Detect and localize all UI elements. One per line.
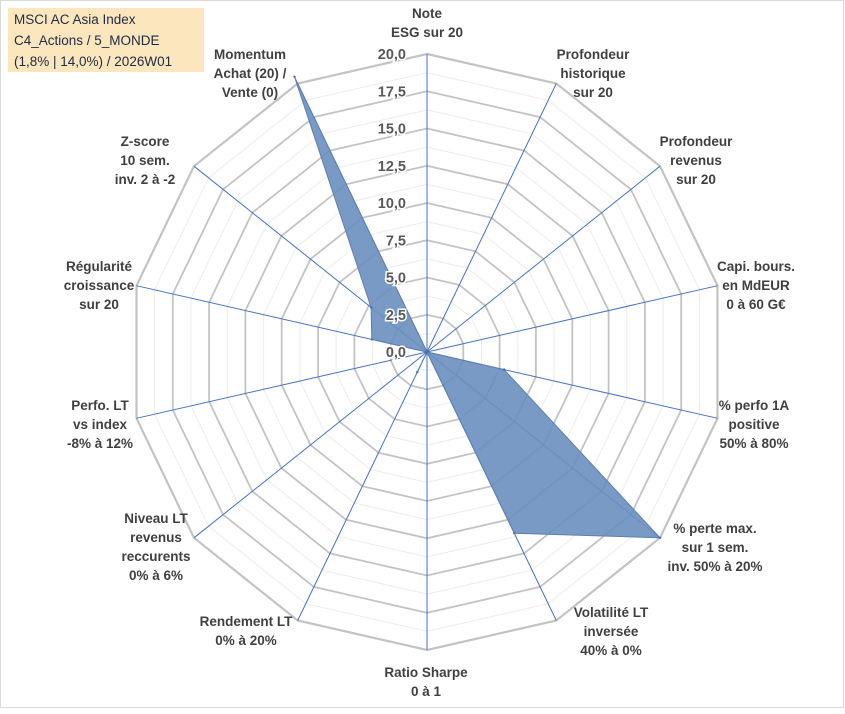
axis-spoke xyxy=(426,165,661,353)
category-label-line: -8% à 12% xyxy=(67,436,133,451)
category-label-line: Perfo. LT xyxy=(71,398,129,413)
category-label-line: 50% à 80% xyxy=(719,436,788,451)
ring-label: 17,5 xyxy=(378,84,406,100)
category-label-line: positive xyxy=(728,417,780,432)
category-label-line: vs index xyxy=(73,417,128,432)
category-label-line: 0 à 1 xyxy=(411,684,442,699)
category-label-line: 0% à 6% xyxy=(129,568,183,583)
category-label-line: % perfo 1A xyxy=(719,398,790,413)
ring-label: 7,5 xyxy=(386,233,406,249)
ring-label: 0,0 xyxy=(386,345,406,361)
ring-label: 2,5 xyxy=(386,308,406,324)
category-label: Z-score 10 sem. inv. 2 à -2 xyxy=(115,134,176,187)
category-label-line: sur 20 xyxy=(573,85,613,100)
category-label: Volatilité LT inversée 40% à 0% xyxy=(574,605,649,658)
ring-label: 10,0 xyxy=(378,196,406,212)
data-point xyxy=(293,75,296,79)
category-label-line: Capi. bours. xyxy=(717,259,795,274)
category-labels: Note ESG sur 20 Profondeur historique sur 20… xyxy=(64,6,795,699)
category-label-line: 0% à 20% xyxy=(215,633,277,648)
category-label: Profondeur historique sur 20 xyxy=(557,47,630,100)
category-label-line: en MdEUR xyxy=(722,278,790,293)
axis-spoke xyxy=(193,351,428,539)
category-label-line: Note xyxy=(412,6,442,21)
category-label-line: sur 20 xyxy=(676,172,716,187)
data-point xyxy=(502,368,506,371)
category-label-line: Z-score xyxy=(121,134,170,149)
category-label-line: revenus xyxy=(670,153,722,168)
category-label-line: sur 20 xyxy=(79,297,119,312)
axis-spoke xyxy=(426,83,557,353)
ring-label: 15,0 xyxy=(378,122,406,138)
category-label: Capi. bours. en MdEUR 0 à 60 G€ xyxy=(717,259,795,312)
category-label: Rendement LT 0% à 20% xyxy=(200,614,294,648)
info-line-title: MSCI AC Asia Index xyxy=(14,12,136,27)
category-label: % perfo 1A positive 50% à 80% xyxy=(719,398,790,451)
data-point xyxy=(370,338,373,341)
category-label-line: reccurents xyxy=(121,549,190,564)
ring-labels: 0,0 2,5 5,0 7,5 10,0 12,5 15,0 17,5 20,0 xyxy=(376,46,407,363)
category-label-line: Profondeur xyxy=(557,47,630,62)
data-point xyxy=(369,306,373,309)
category-label: % perte max. sur 1 sem. inv. 50% à 20% xyxy=(667,521,762,574)
data-point xyxy=(416,370,419,374)
category-label-line: inv. 2 à -2 xyxy=(115,172,176,187)
category-label-line: Rendement LT xyxy=(200,614,294,629)
category-label-line: % perte max. xyxy=(673,521,756,536)
category-label-line: Vente (0) xyxy=(222,85,278,100)
category-label-line: Achat (20) / xyxy=(214,66,287,81)
data-point xyxy=(513,532,516,535)
axis-spoke xyxy=(297,351,428,621)
category-label: Note ESG sur 20 xyxy=(391,6,463,40)
category-label: Perfo. LT vs index -8% à 12% xyxy=(67,398,133,451)
category-label: Niveau LT revenus reccurents 0% à 6% xyxy=(121,511,190,583)
category-label: Ratio Sharpe 0 à 1 xyxy=(384,665,468,699)
category-label-line: Régularité xyxy=(66,259,133,274)
category-label-line: Volatilité LT xyxy=(574,605,649,620)
category-label-line: ESG sur 20 xyxy=(391,25,463,40)
category-label-line: inv. 50% à 20% xyxy=(667,559,762,574)
category-label-line: historique xyxy=(560,66,626,81)
ring-label: 12,5 xyxy=(378,159,406,175)
axis-spoke xyxy=(136,351,428,419)
category-label-line: Momentum xyxy=(214,47,286,62)
category-label-line: 40% à 0% xyxy=(580,643,642,658)
data-point xyxy=(658,536,662,539)
category-label-line: revenus xyxy=(130,530,182,545)
category-label-line: Ratio Sharpe xyxy=(384,665,468,680)
category-label-line: 0 à 60 G€ xyxy=(726,297,786,312)
category-label-line: inversée xyxy=(584,624,639,639)
category-label-line: croissance xyxy=(64,278,135,293)
data-point xyxy=(425,350,429,354)
category-label: Profondeur revenus sur 20 xyxy=(660,134,733,187)
ring-label: 5,0 xyxy=(386,271,406,287)
axis-spoke xyxy=(426,285,718,353)
category-label-line: Niveau LT xyxy=(124,511,188,526)
info-line-stats: (1,8% | 14,0%) / 2026W01 xyxy=(14,54,173,69)
info-box: MSCI AC Asia Index C4_Actions / 5_MONDE … xyxy=(8,8,204,72)
series-layer xyxy=(293,75,662,539)
category-label-line: sur 1 sem. xyxy=(682,540,749,555)
category-label-line: Profondeur xyxy=(660,134,733,149)
category-label: Momentum Achat (20) / Vente (0) xyxy=(214,47,287,100)
info-line-path: C4_Actions / 5_MONDE xyxy=(14,33,160,48)
category-label: Régularité croissance sur 20 xyxy=(64,259,135,312)
ring-label: 20,0 xyxy=(378,47,406,63)
category-label-line: 10 sem. xyxy=(120,153,170,168)
